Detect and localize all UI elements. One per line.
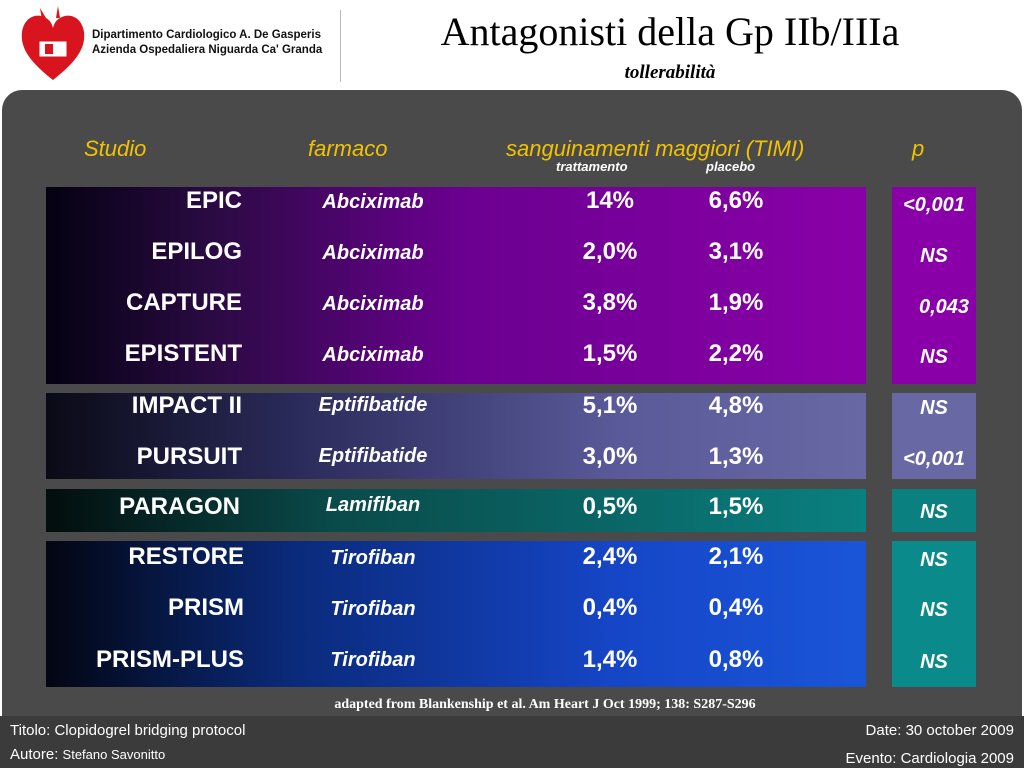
p-value: NS xyxy=(920,651,948,673)
p-value-box-abciximab xyxy=(892,187,976,384)
footer-author-label: Autore: xyxy=(10,746,59,763)
p-value: NS xyxy=(920,501,948,523)
footer-date: Date: 30 october 2009 xyxy=(865,722,1014,739)
column-header-bleeding: sanguinamenti maggiori (TIMI) xyxy=(506,136,805,161)
study-name: IMPACT II xyxy=(131,392,242,419)
footer-author-name: Stefano Savonitto xyxy=(62,747,166,762)
p-value: <0,001 xyxy=(903,448,965,470)
p-value: <0,001 xyxy=(903,194,965,216)
placebo-value: 4,8% xyxy=(708,392,764,419)
study-name: RESTORE xyxy=(128,543,244,570)
footer-event: Evento: Cardiologia 2009 xyxy=(845,750,1014,767)
drug-name: Tirofiban xyxy=(330,598,416,620)
treatment-value: 5,1% xyxy=(582,392,638,419)
placebo-value: 3,1% xyxy=(708,238,764,265)
slide-header: Dipartimento Cardiologico A. De Gasperis… xyxy=(0,0,1024,90)
placebo-value: 0,4% xyxy=(708,594,764,621)
study-name: PARAGON xyxy=(119,493,240,520)
drug-name: Abciximab xyxy=(322,293,424,315)
drug-name: Lamifiban xyxy=(325,494,421,516)
p-value: NS xyxy=(920,245,948,267)
p-value-box-lamifiban xyxy=(892,489,976,532)
subheader-placebo: placebo xyxy=(706,159,756,174)
p-value-box-tirofiban xyxy=(892,541,976,687)
abciximab-band xyxy=(46,187,866,384)
treatment-value: 1,5% xyxy=(582,340,638,367)
column-header-drug: farmaco xyxy=(308,136,388,161)
treatment-value: 0,5% xyxy=(582,493,638,520)
column-header-p: p xyxy=(912,136,925,161)
treatment-value: 2,4% xyxy=(582,543,638,570)
slide-subtitle: tollerabilità xyxy=(624,62,716,83)
study-name: PURSUIT xyxy=(136,443,242,470)
drug-name: Tirofiban xyxy=(330,547,416,569)
placebo-value: 2,2% xyxy=(708,340,764,367)
header-divider xyxy=(340,10,341,82)
placebo-value: 2,1% xyxy=(708,543,764,570)
footer-title: Titolo: Clopidogrel bridging protocol xyxy=(10,722,246,739)
lamifiban-band xyxy=(46,489,866,532)
subheader-treatment: trattamento xyxy=(556,159,628,174)
p-value: NS xyxy=(920,346,948,368)
placebo-value: 1,9% xyxy=(708,289,764,316)
placebo-value: 6,6% xyxy=(708,187,764,214)
study-name: EPISTENT xyxy=(124,340,242,367)
treatment-value: 3,0% xyxy=(582,443,638,470)
drug-name: Abciximab xyxy=(322,191,424,213)
institution-line-2: Azienda Ospedaliera Niguarda Ca' Granda xyxy=(92,44,323,56)
treatment-value: 1,4% xyxy=(582,646,638,673)
study-name: EPIC xyxy=(185,187,242,214)
treatment-value: 3,8% xyxy=(582,289,638,316)
drug-name: Abciximab xyxy=(322,242,424,264)
study-name: EPILOG xyxy=(151,238,242,265)
treatment-value: 14% xyxy=(585,187,635,214)
footer-author: Autore: Stefano Savonitto xyxy=(10,746,165,763)
institution-line-1: Dipartimento Cardiologico A. De Gasperis xyxy=(92,29,321,41)
institution-name: Dipartimento Cardiologico A. De Gasperis… xyxy=(92,28,352,58)
p-value: 0,043 xyxy=(918,296,970,318)
p-value: NS xyxy=(920,599,948,621)
drug-name: Eptifibatide xyxy=(318,394,428,416)
p-value: NS xyxy=(920,397,948,419)
drug-name: Eptifibatide xyxy=(318,445,428,467)
p-value: NS xyxy=(920,549,948,571)
tirofiban-band xyxy=(46,541,866,687)
treatment-value: 2,0% xyxy=(582,238,638,265)
drug-name: Tirofiban xyxy=(330,649,416,671)
source-citation: adapted from Blankenship et al. Am Heart… xyxy=(334,697,756,712)
drug-name: Abciximab xyxy=(322,344,424,366)
treatment-value: 0,4% xyxy=(582,594,638,621)
p-value-box-eptifibatide xyxy=(892,393,976,479)
study-name: CAPTURE xyxy=(125,289,242,316)
slide-title: Antagonisti della Gp IIb/IIIa xyxy=(440,9,900,54)
heart-logo-icon xyxy=(21,6,85,81)
placebo-value: 1,5% xyxy=(708,493,764,520)
column-header-study: Studio xyxy=(84,136,147,161)
study-name: PRISM-PLUS xyxy=(95,646,244,673)
eptifibatide-band xyxy=(46,393,866,479)
study-name: PRISM xyxy=(167,594,244,621)
placebo-value: 1,3% xyxy=(708,443,764,470)
placebo-value: 0,8% xyxy=(708,646,764,673)
slide-footer: Titolo: Clopidogrel bridging protocol Au… xyxy=(0,716,1024,768)
